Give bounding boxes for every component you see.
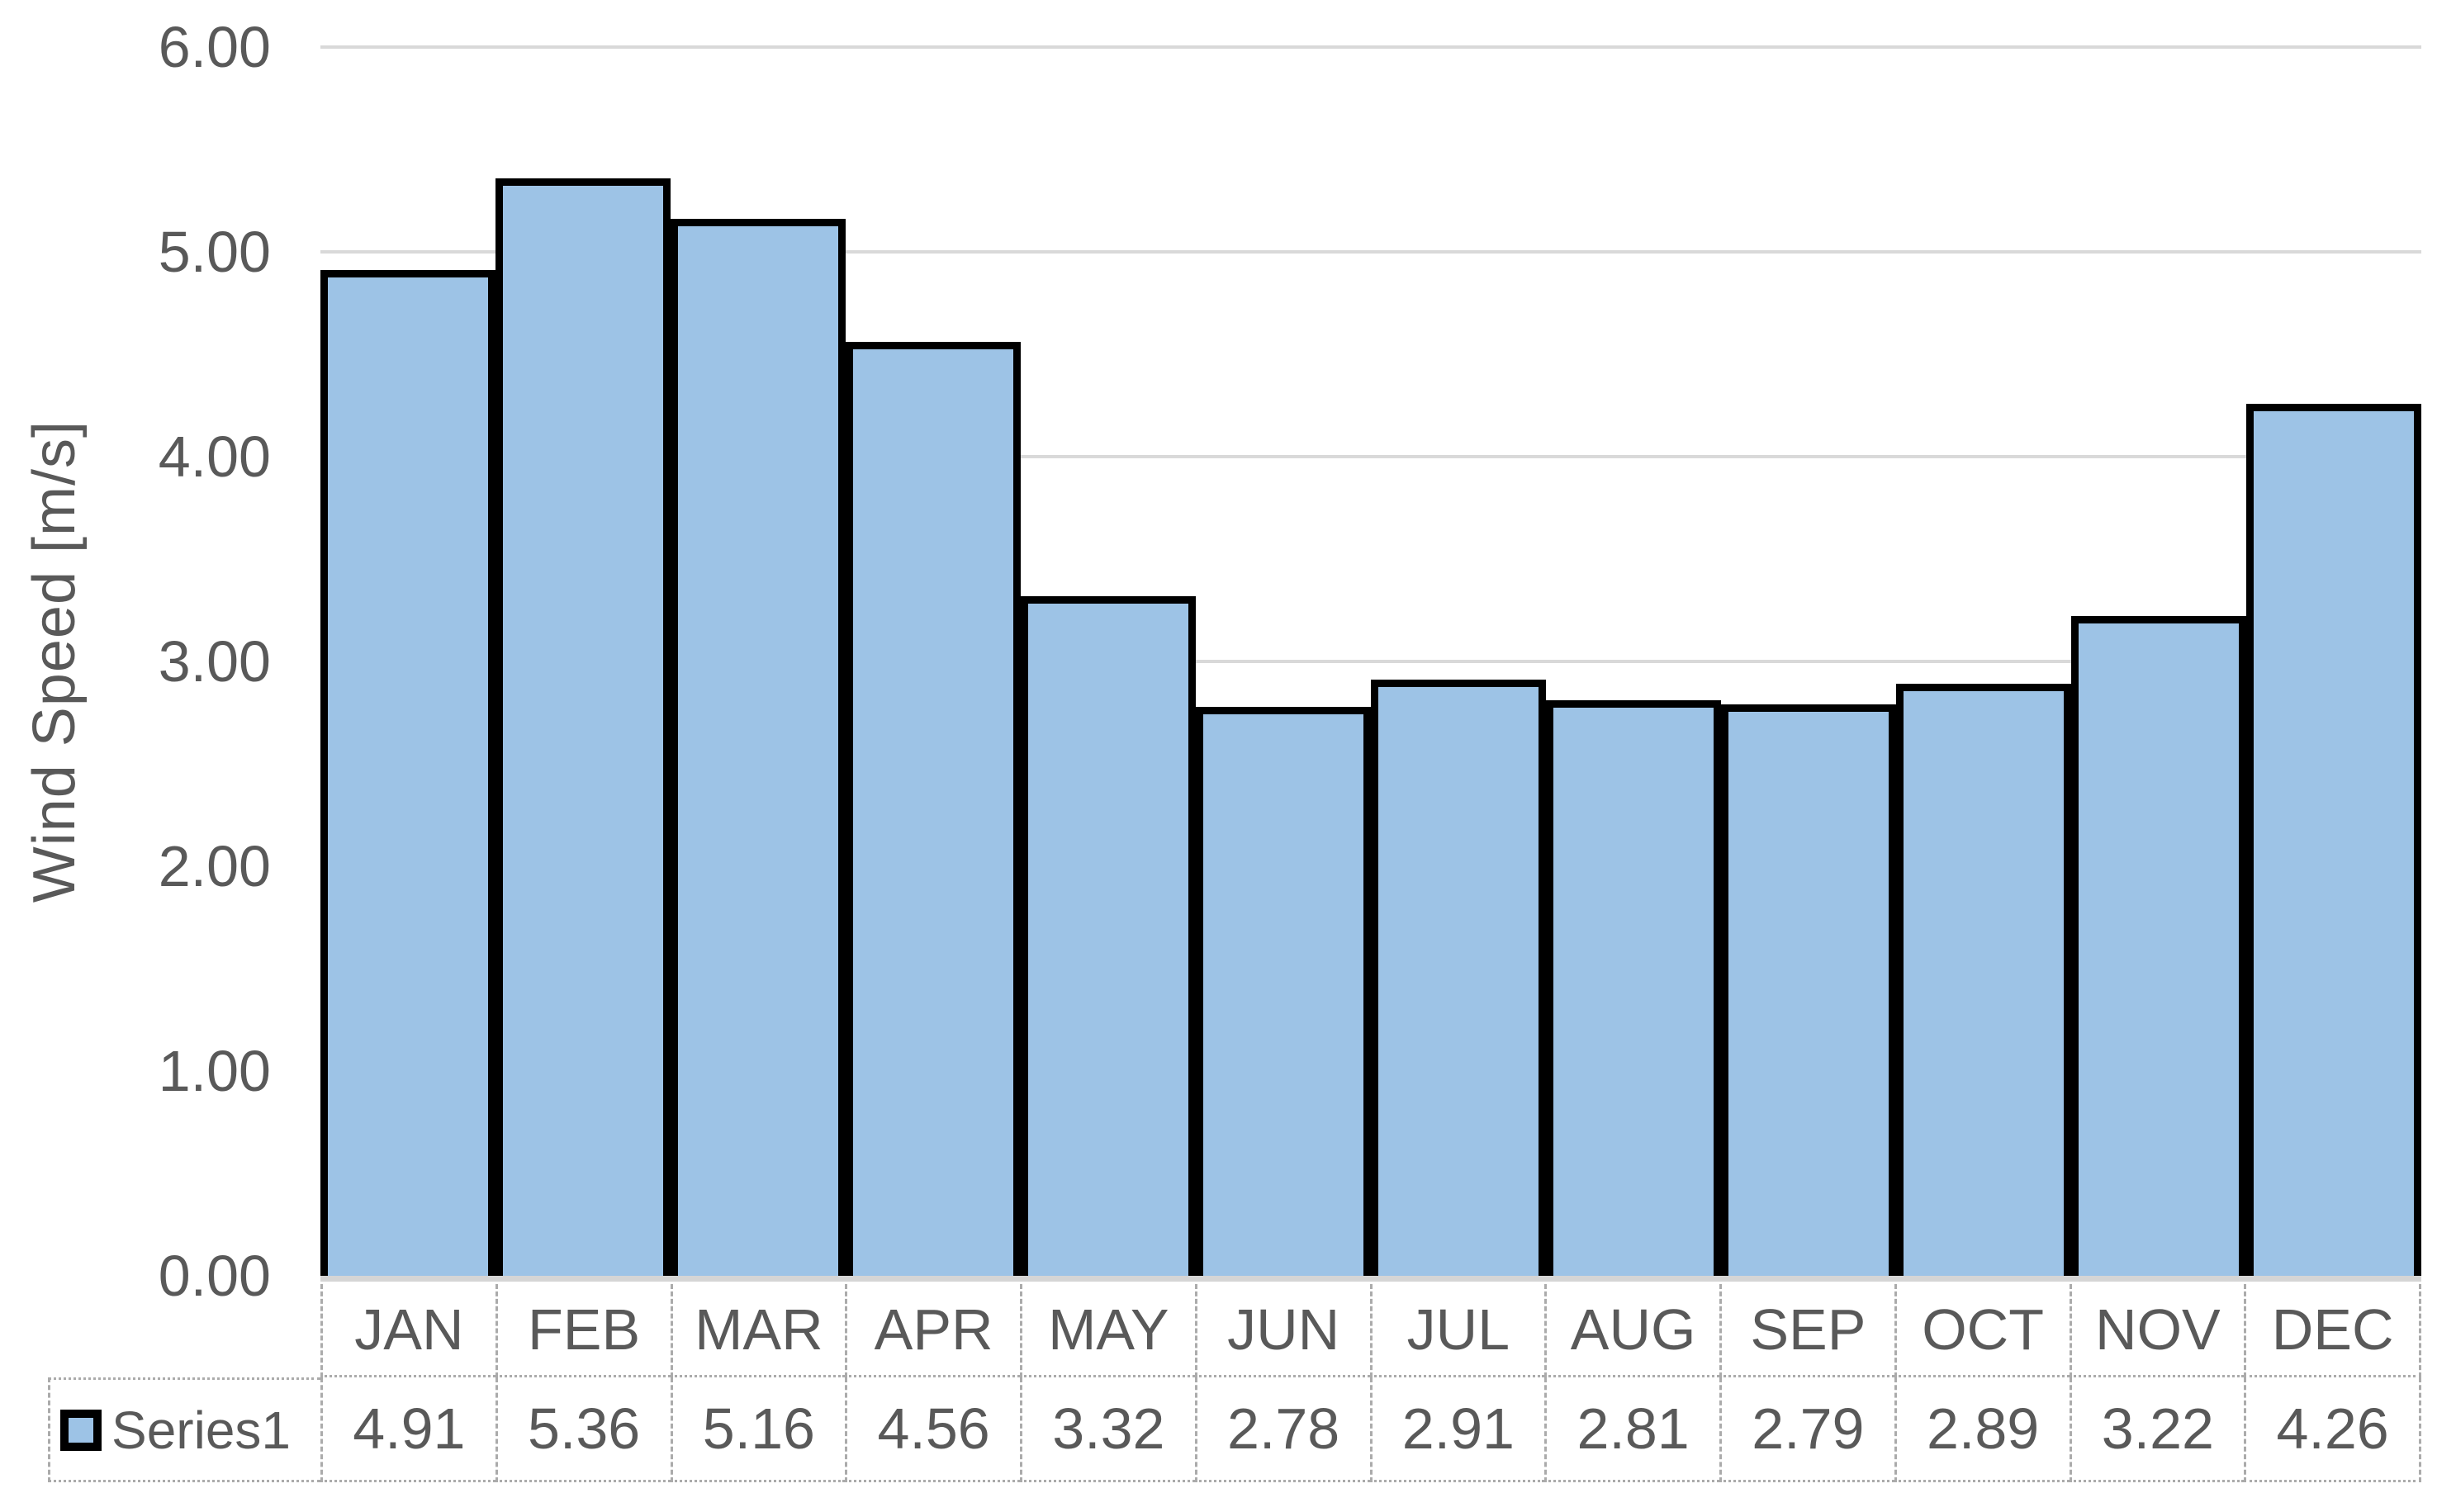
category-label-may: MAY	[1020, 1284, 1195, 1377]
category-label-dec: DEC	[2244, 1284, 2421, 1377]
bar-jun	[1196, 706, 1371, 1276]
bar-series-series1	[320, 47, 2421, 1276]
series-name-label: Series1	[111, 1400, 291, 1460]
y-axis: 6.00 5.00 4.00 3.00 2.00 1.00 0.00	[0, 15, 277, 1308]
category-label-feb: FEB	[495, 1284, 671, 1377]
legend-key-icon	[60, 1409, 102, 1451]
x-axis-line	[320, 1276, 2421, 1282]
gridline	[320, 250, 2421, 254]
bar-dec	[2246, 403, 2421, 1276]
value-cell-jan: 4.91	[320, 1377, 495, 1482]
category-label-apr: APR	[845, 1284, 1020, 1377]
category-label-nov: NOV	[2069, 1284, 2245, 1377]
bar-aug	[1546, 700, 1721, 1276]
y-axis-tick-label: 5.00	[158, 220, 271, 284]
y-axis-tick-label: 0.00	[158, 1244, 271, 1308]
value-cell-may: 3.32	[1020, 1377, 1195, 1482]
y-axis-tick-label: 2.00	[158, 834, 271, 898]
gridline	[320, 455, 2421, 458]
value-cell-sep: 2.79	[1719, 1377, 1894, 1482]
bar-jul	[1371, 680, 1546, 1276]
y-axis-tick-label: 6.00	[158, 15, 271, 79]
data-table-value-row: Series1 4.91 5.36 5.16 4.56 3.32 2.78 2.91 2.81…	[48, 1377, 2421, 1482]
gridline	[320, 660, 2421, 663]
category-label-jul: JUL	[1369, 1284, 1545, 1377]
bar-mar	[671, 219, 846, 1276]
category-label-aug: AUG	[1544, 1284, 1719, 1377]
value-cell-jun: 2.78	[1194, 1377, 1370, 1482]
value-cell-jul: 2.91	[1369, 1377, 1545, 1482]
bar-nov	[2071, 616, 2246, 1276]
category-label-mar: MAR	[670, 1284, 846, 1377]
value-cell-aug: 2.81	[1544, 1377, 1719, 1482]
value-cell-feb: 5.36	[495, 1377, 671, 1482]
value-cell-oct: 2.89	[1894, 1377, 2070, 1482]
bar-sep	[1721, 704, 1896, 1276]
value-cell-mar: 5.16	[670, 1377, 846, 1482]
bar-jan	[320, 270, 495, 1276]
y-axis-tick-label: 3.00	[158, 629, 271, 694]
y-axis-tick-label: 4.00	[158, 424, 271, 489]
plot-area	[320, 45, 2421, 1276]
bar-feb	[495, 178, 671, 1276]
value-cell-nov: 3.22	[2069, 1377, 2245, 1482]
category-label-sep: SEP	[1719, 1284, 1894, 1377]
category-label-jan: JAN	[320, 1284, 495, 1377]
value-cell-apr: 4.56	[845, 1377, 1020, 1482]
bar-oct	[1896, 684, 2071, 1276]
y-axis-tick-label: 1.00	[158, 1039, 271, 1103]
data-table-header-row: JAN FEB MAR APR MAY JUN JUL AUG SEP OCT NOV DEC	[320, 1284, 2421, 1377]
category-label-oct: OCT	[1894, 1284, 2070, 1377]
value-cell-dec: 4.26	[2244, 1377, 2421, 1482]
category-label-jun: JUN	[1194, 1284, 1370, 1377]
legend-cell: Series1	[48, 1377, 320, 1482]
bar-may	[1021, 595, 1196, 1276]
gridline	[320, 45, 2421, 49]
bar-apr	[846, 342, 1021, 1276]
